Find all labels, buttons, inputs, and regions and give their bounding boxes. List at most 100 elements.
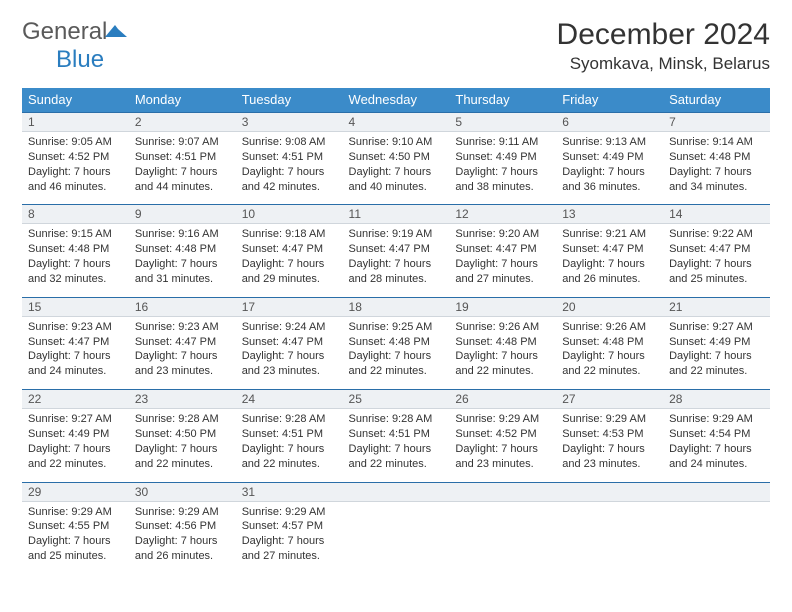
day-line: Daylight: 7 hours — [455, 349, 550, 364]
day-line: Sunset: 4:57 PM — [242, 519, 337, 534]
day-header: Saturday — [663, 88, 770, 112]
day-line: Sunset: 4:49 PM — [669, 335, 764, 350]
day-line: Sunrise: 9:29 AM — [28, 505, 123, 520]
day-number: 29 — [22, 482, 129, 502]
day-number: 31 — [236, 482, 343, 502]
day-line: and 26 minutes. — [135, 549, 230, 564]
day-line: Daylight: 7 hours — [455, 442, 550, 457]
day-cell: 2Sunrise: 9:07 AMSunset: 4:51 PMDaylight… — [129, 112, 236, 204]
day-number: 17 — [236, 297, 343, 317]
day-cell: 20Sunrise: 9:26 AMSunset: 4:48 PMDayligh… — [556, 297, 663, 389]
day-line: Sunset: 4:54 PM — [669, 427, 764, 442]
day-line: Sunrise: 9:15 AM — [28, 227, 123, 242]
day-body: Sunrise: 9:29 AMSunset: 4:52 PMDaylight:… — [449, 409, 556, 481]
day-cell: 30Sunrise: 9:29 AMSunset: 4:56 PMDayligh… — [129, 482, 236, 574]
day-line: Sunset: 4:47 PM — [455, 242, 550, 257]
day-cell: 13Sunrise: 9:21 AMSunset: 4:47 PMDayligh… — [556, 204, 663, 296]
day-body: Sunrise: 9:08 AMSunset: 4:51 PMDaylight:… — [236, 132, 343, 204]
day-line: and 22 minutes. — [349, 364, 444, 379]
day-line: Sunrise: 9:16 AM — [135, 227, 230, 242]
day-line: and 32 minutes. — [28, 272, 123, 287]
day-line: Sunset: 4:48 PM — [135, 242, 230, 257]
day-number: 5 — [449, 112, 556, 132]
day-cell: 14Sunrise: 9:22 AMSunset: 4:47 PMDayligh… — [663, 204, 770, 296]
day-body: Sunrise: 9:29 AMSunset: 4:54 PMDaylight:… — [663, 409, 770, 481]
day-line: Sunset: 4:47 PM — [562, 242, 657, 257]
day-line: Daylight: 7 hours — [242, 165, 337, 180]
day-line: Sunset: 4:48 PM — [562, 335, 657, 350]
day-line: Sunrise: 9:29 AM — [242, 505, 337, 520]
day-number: 19 — [449, 297, 556, 317]
day-cell: 16Sunrise: 9:23 AMSunset: 4:47 PMDayligh… — [129, 297, 236, 389]
location: Syomkava, Minsk, Belarus — [557, 54, 770, 74]
day-cell: 27Sunrise: 9:29 AMSunset: 4:53 PMDayligh… — [556, 389, 663, 481]
day-header: Sunday — [22, 88, 129, 112]
day-line: Sunrise: 9:27 AM — [669, 320, 764, 335]
day-number: 12 — [449, 204, 556, 224]
week-row: 8Sunrise: 9:15 AMSunset: 4:48 PMDaylight… — [22, 204, 770, 296]
day-body: Sunrise: 9:10 AMSunset: 4:50 PMDaylight:… — [343, 132, 450, 204]
day-number: 7 — [663, 112, 770, 132]
day-cell — [556, 482, 663, 574]
day-body: Sunrise: 9:29 AMSunset: 4:53 PMDaylight:… — [556, 409, 663, 481]
day-body: Sunrise: 9:16 AMSunset: 4:48 PMDaylight:… — [129, 224, 236, 296]
day-body — [343, 502, 450, 564]
day-line: Sunrise: 9:07 AM — [135, 135, 230, 150]
day-cell: 25Sunrise: 9:28 AMSunset: 4:51 PMDayligh… — [343, 389, 450, 481]
day-number: 24 — [236, 389, 343, 409]
day-body: Sunrise: 9:26 AMSunset: 4:48 PMDaylight:… — [556, 317, 663, 389]
day-body: Sunrise: 9:24 AMSunset: 4:47 PMDaylight:… — [236, 317, 343, 389]
day-cell: 17Sunrise: 9:24 AMSunset: 4:47 PMDayligh… — [236, 297, 343, 389]
day-line: Sunrise: 9:27 AM — [28, 412, 123, 427]
day-body: Sunrise: 9:25 AMSunset: 4:48 PMDaylight:… — [343, 317, 450, 389]
day-body: Sunrise: 9:29 AMSunset: 4:56 PMDaylight:… — [129, 502, 236, 574]
day-line: Sunset: 4:49 PM — [562, 150, 657, 165]
week-row: 29Sunrise: 9:29 AMSunset: 4:55 PMDayligh… — [22, 482, 770, 574]
day-body: Sunrise: 9:15 AMSunset: 4:48 PMDaylight:… — [22, 224, 129, 296]
day-line: and 24 minutes. — [669, 457, 764, 472]
day-header: Friday — [556, 88, 663, 112]
day-cell: 21Sunrise: 9:27 AMSunset: 4:49 PMDayligh… — [663, 297, 770, 389]
logo-icon — [107, 18, 127, 45]
day-line: and 24 minutes. — [28, 364, 123, 379]
day-number: 13 — [556, 204, 663, 224]
day-body: Sunrise: 9:28 AMSunset: 4:51 PMDaylight:… — [236, 409, 343, 481]
day-cell: 10Sunrise: 9:18 AMSunset: 4:47 PMDayligh… — [236, 204, 343, 296]
day-cell: 9Sunrise: 9:16 AMSunset: 4:48 PMDaylight… — [129, 204, 236, 296]
day-number: 15 — [22, 297, 129, 317]
day-body: Sunrise: 9:27 AMSunset: 4:49 PMDaylight:… — [22, 409, 129, 481]
day-body: Sunrise: 9:28 AMSunset: 4:50 PMDaylight:… — [129, 409, 236, 481]
day-line: Sunrise: 9:23 AM — [135, 320, 230, 335]
day-line: Sunrise: 9:08 AM — [242, 135, 337, 150]
day-line: Sunset: 4:51 PM — [135, 150, 230, 165]
month-title: December 2024 — [557, 18, 770, 52]
day-line: Sunset: 4:47 PM — [28, 335, 123, 350]
day-line: Sunset: 4:55 PM — [28, 519, 123, 534]
day-line: and 27 minutes. — [455, 272, 550, 287]
day-line: Sunrise: 9:13 AM — [562, 135, 657, 150]
day-number: 2 — [129, 112, 236, 132]
day-cell: 11Sunrise: 9:19 AMSunset: 4:47 PMDayligh… — [343, 204, 450, 296]
day-line: Daylight: 7 hours — [28, 257, 123, 272]
day-line: and 44 minutes. — [135, 180, 230, 195]
day-body: Sunrise: 9:19 AMSunset: 4:47 PMDaylight:… — [343, 224, 450, 296]
day-line: Daylight: 7 hours — [28, 442, 123, 457]
header: General Blue December 2024 Syomkava, Min… — [22, 18, 770, 74]
day-line: Sunrise: 9:29 AM — [669, 412, 764, 427]
day-number: 3 — [236, 112, 343, 132]
day-cell: 29Sunrise: 9:29 AMSunset: 4:55 PMDayligh… — [22, 482, 129, 574]
day-line: Daylight: 7 hours — [242, 534, 337, 549]
day-body: Sunrise: 9:29 AMSunset: 4:57 PMDaylight:… — [236, 502, 343, 574]
day-line: and 38 minutes. — [455, 180, 550, 195]
day-line: Sunrise: 9:29 AM — [562, 412, 657, 427]
day-number: 14 — [663, 204, 770, 224]
day-cell: 31Sunrise: 9:29 AMSunset: 4:57 PMDayligh… — [236, 482, 343, 574]
day-number: 22 — [22, 389, 129, 409]
day-line: and 46 minutes. — [28, 180, 123, 195]
day-line: Sunrise: 9:26 AM — [455, 320, 550, 335]
day-line: Sunrise: 9:23 AM — [28, 320, 123, 335]
day-line: and 36 minutes. — [562, 180, 657, 195]
day-line: Daylight: 7 hours — [242, 257, 337, 272]
day-number: 11 — [343, 204, 450, 224]
day-line: Sunset: 4:52 PM — [28, 150, 123, 165]
